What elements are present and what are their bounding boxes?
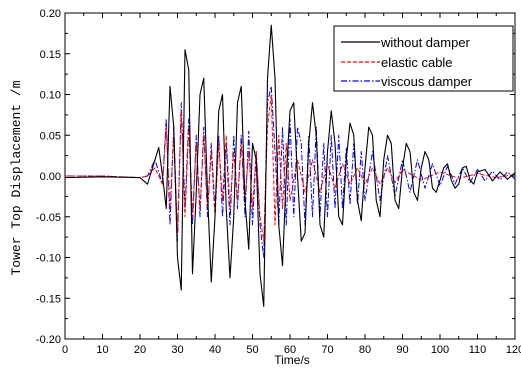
y-tick-label: -0.15 [36,293,61,305]
x-tick-label: 100 [431,344,449,356]
series-line-viscous-damper [65,85,515,258]
x-tick-label: 60 [284,344,296,356]
legend-label-viscous-damper: viscous damper [381,74,473,89]
x-axis-title: Time/s [274,353,310,367]
legend-label-elastic-cable: elastic cable [381,55,453,70]
y-axis-title: Tower Top Displacement /m [9,80,24,275]
x-tick-label: 20 [134,344,146,356]
series-line-elastic-cable [65,94,515,242]
legend-box [333,25,514,92]
y-tick-label: -0.05 [36,212,61,224]
y-tick-label: 0.15 [40,49,61,61]
legend-label-without-damper: without damper [380,35,471,50]
tick-labels: 0 10 20 30 40 50 60 70 80 90 100 110 120 -0.20 -0.15 -0… [36,8,521,356]
plot-area [65,24,515,307]
x-tick-label: 50 [246,344,258,356]
y-tick-label: 0.20 [40,8,61,20]
series-line-without-damper [65,24,515,307]
x-tick-label: 120 [506,344,521,356]
y-tick-label: -0.10 [36,253,61,265]
y-tick-label: -0.20 [36,334,61,346]
x-tick-label: 10 [96,344,108,356]
y-tick-label: 0.00 [40,171,61,183]
x-tick-label: 40 [209,344,221,356]
x-tick-label: 70 [321,344,333,356]
x-tick-label: 110 [469,344,487,356]
y-tick-label: 0.05 [40,130,61,142]
x-tick-label: 80 [359,344,371,356]
legend: without damper elastic cable viscous dam… [333,25,514,92]
y-tick-label: 0.10 [40,90,61,102]
x-tick-label: 30 [171,344,183,356]
x-tick-label: 0 [62,344,68,356]
x-tick-label: 90 [396,344,408,356]
